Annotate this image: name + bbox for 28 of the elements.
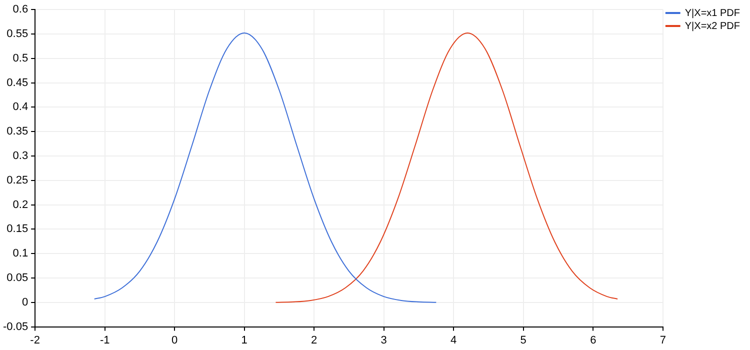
- y-tick-label: 0.5: [12, 52, 28, 64]
- y-tick-label: 0.4: [12, 101, 28, 114]
- y-tick-label: 0: [22, 296, 28, 308]
- x-tick-label: -1: [100, 334, 110, 346]
- x-tick-label: 3: [380, 334, 387, 346]
- x-tick-label: 0: [172, 334, 178, 346]
- x-tick-label: 5: [520, 334, 526, 346]
- y-tick-label: 0.25: [6, 174, 28, 186]
- y-tick-label: 0.1: [12, 248, 28, 260]
- y-tick-label: 0.45: [6, 76, 28, 89]
- x-tick-label: 6: [590, 334, 596, 346]
- legend-label: Y|X=x1 PDF: [684, 8, 740, 19]
- legend-label: Y|X=x2 PDF: [684, 20, 740, 32]
- y-tick-label: 0.3: [12, 150, 28, 162]
- y-tick-label: -0.05: [2, 320, 28, 333]
- y-tick-label: 0.2: [12, 198, 28, 211]
- line-series: [275, 32, 618, 303]
- y-tick-label: 0.55: [6, 28, 28, 40]
- line-series: [94, 32, 437, 303]
- y-tick-label: 0.05: [6, 272, 28, 284]
- x-tick-label: 1: [241, 334, 248, 346]
- x-tick-label: 7: [660, 334, 666, 346]
- x-tick-label: 2: [311, 334, 318, 346]
- x-tick-label: -2: [30, 334, 40, 346]
- y-tick-label: 0.35: [6, 126, 28, 138]
- y-tick-label: 0.6: [12, 4, 28, 16]
- x-tick-label: 4: [450, 334, 457, 346]
- y-tick-label: 0.15: [6, 223, 28, 236]
